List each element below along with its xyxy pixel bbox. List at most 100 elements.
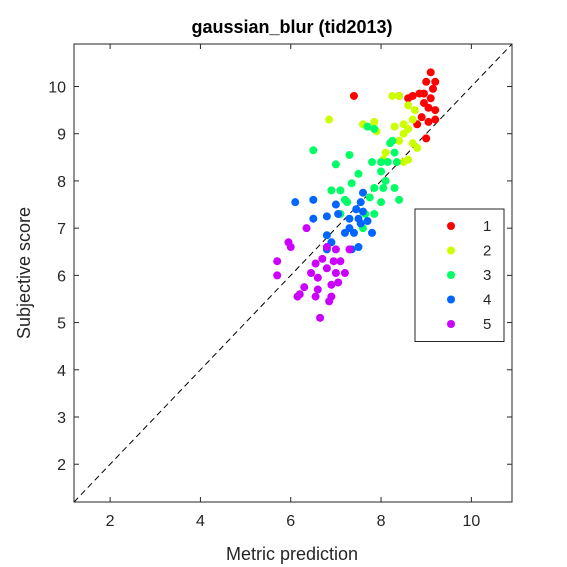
data-point-series-2-11	[395, 136, 404, 145]
data-point-series-2-16	[381, 148, 390, 157]
legend-marker-4	[447, 295, 455, 304]
series-3	[309, 122, 404, 233]
y-tick-label-8: 8	[57, 174, 66, 191]
series-1	[349, 68, 440, 143]
data-point-series-1-3	[428, 84, 437, 93]
y-tick-label-10: 10	[48, 79, 66, 96]
x-tick-label-4: 4	[196, 513, 205, 530]
data-point-series-4-4	[331, 200, 340, 209]
data-point-series-3-4	[390, 148, 399, 157]
y-tick-label-2: 2	[57, 457, 66, 474]
y-tick-label-4: 4	[57, 363, 66, 380]
chart-title: gaussian_blur (tid2013)	[191, 17, 392, 37]
data-point-series-3-0	[363, 122, 372, 131]
data-point-series-5-0	[302, 224, 311, 233]
data-point-series-5-18	[327, 280, 336, 289]
data-point-series-2-13	[370, 117, 379, 126]
data-point-series-2-19	[399, 158, 408, 167]
data-point-series-1-11	[404, 94, 413, 103]
data-point-series-5-9	[336, 257, 345, 266]
x-tick-label-8: 8	[377, 513, 386, 530]
data-point-series-2-4	[408, 115, 417, 124]
data-point-series-4-8	[322, 212, 331, 221]
data-point-series-4-13	[356, 219, 365, 228]
series-4	[291, 188, 377, 254]
data-point-series-3-5	[345, 150, 354, 159]
data-point-series-5-22	[293, 292, 302, 301]
data-point-series-5-17	[334, 278, 343, 287]
data-point-series-1-14	[424, 117, 433, 126]
data-point-series-5-10	[311, 259, 320, 268]
legend-marker-2	[447, 246, 455, 255]
data-point-series-5-2	[286, 243, 295, 252]
data-point-series-3-15	[347, 179, 356, 188]
data-point-series-5-13	[331, 269, 340, 277]
y-tick-label-3: 3	[57, 410, 66, 427]
x-tick-label-2: 2	[106, 513, 115, 530]
data-point-series-2-0	[388, 91, 397, 100]
data-point-series-3-17	[379, 184, 388, 193]
data-point-series-1-2	[422, 77, 431, 86]
data-point-series-3-23	[327, 186, 336, 195]
series-5	[273, 224, 354, 322]
data-point-series-5-6	[273, 257, 282, 266]
data-point-series-3-7	[331, 160, 340, 169]
data-point-series-5-5	[345, 245, 354, 254]
data-point-series-4-22	[334, 209, 343, 218]
x-tick-label-6: 6	[286, 513, 295, 530]
data-point-series-5-26	[316, 313, 325, 322]
data-point-series-4-7	[309, 214, 318, 223]
data-point-series-1-1	[431, 77, 440, 86]
data-point-series-3-13	[377, 167, 386, 176]
y-tick-label-7: 7	[57, 221, 66, 238]
data-point-series-4-0	[358, 188, 367, 197]
y-tick-label-6: 6	[57, 268, 66, 285]
legend-label-2: 2	[483, 243, 491, 260]
data-point-series-2-8	[399, 129, 408, 138]
data-point-series-3-9	[377, 158, 386, 167]
legend-label-3: 3	[483, 267, 491, 284]
data-point-series-3-8	[368, 158, 377, 167]
data-point-series-2-3	[410, 106, 419, 115]
data-point-series-1-5	[415, 89, 424, 98]
data-point-series-5-4	[331, 245, 340, 254]
data-point-series-5-16	[313, 273, 322, 282]
data-point-series-3-26	[336, 186, 345, 195]
data-point-series-3-16	[370, 184, 379, 193]
data-point-series-3-20	[377, 198, 386, 207]
legend-marker-1	[447, 222, 455, 230]
data-point-series-4-6	[358, 207, 367, 216]
data-point-series-5-11	[322, 264, 331, 273]
data-point-series-3-19	[365, 193, 374, 202]
data-point-series-4-11	[363, 217, 372, 226]
y-tick-label-5: 5	[57, 316, 66, 333]
y-tick-label-9: 9	[57, 127, 66, 144]
data-point-series-3-12	[354, 169, 363, 178]
data-point-series-1-12	[349, 91, 358, 100]
axes-box	[73, 43, 513, 503]
data-point-series-4-15	[368, 228, 377, 237]
data-point-series-3-6	[309, 146, 318, 155]
legend-marker-3	[447, 271, 455, 279]
data-point-series-5-19	[300, 283, 309, 292]
x-tick-label-10: 10	[462, 513, 480, 530]
data-point-series-1-17	[422, 134, 431, 143]
data-point-series-3-29	[340, 195, 349, 204]
data-point-series-1-15	[431, 115, 440, 124]
data-point-series-2-10	[413, 143, 422, 152]
x-axis-label: Metric prediction	[226, 544, 358, 564]
data-point-series-4-5	[352, 205, 361, 214]
data-point-series-5-3	[322, 243, 331, 252]
data-point-series-4-14	[349, 228, 358, 237]
data-point-series-3-21	[395, 195, 404, 204]
legend: 1 2 3 4 5	[414, 208, 505, 342]
data-point-series-5-14	[340, 269, 349, 277]
data-point-series-1-13	[417, 113, 426, 122]
data-point-series-4-9	[345, 214, 354, 223]
data-point-series-5-8	[329, 257, 338, 266]
data-point-series-4-1	[356, 198, 365, 207]
data-point-series-3-3	[388, 136, 397, 145]
data-point-series-4-3	[309, 195, 318, 204]
data-point-series-4-2	[291, 198, 300, 207]
